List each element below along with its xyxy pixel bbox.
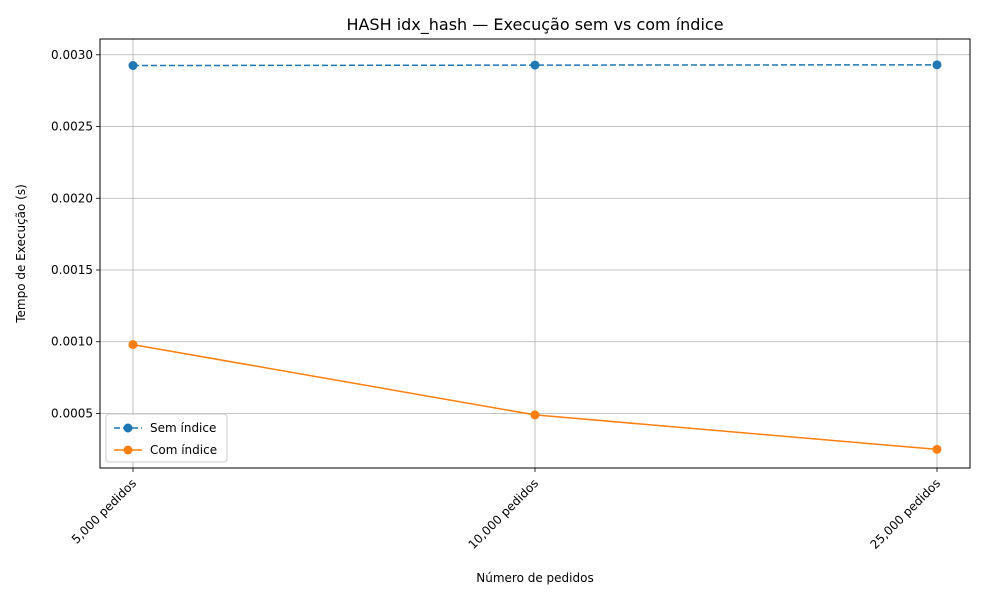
data-point <box>128 340 138 350</box>
y-axis-label: Tempo de Execução (s) <box>14 184 28 324</box>
ticks-layer: 0.0005 0.0010 0.0015 0.0020 0.0025 0.0030 5,00… <box>51 48 943 552</box>
legend-marker <box>123 445 133 455</box>
x-axis-label: Número de pedidos <box>476 571 593 585</box>
y-tick-label: 0.0010 <box>51 335 93 349</box>
data-point <box>932 60 942 70</box>
legend-label: Com índice <box>150 443 217 457</box>
y-tick-label: 0.0015 <box>51 263 93 277</box>
data-point <box>530 60 540 70</box>
data-point <box>530 410 540 420</box>
y-tick-label: 0.0020 <box>51 191 93 205</box>
data-point <box>932 444 942 454</box>
grid-layer <box>100 39 970 468</box>
y-tick-label: 0.0025 <box>51 120 93 134</box>
y-tick-label: 0.0030 <box>51 48 93 62</box>
x-tick-label: 5,000 pedidos <box>69 476 139 546</box>
chart-title: HASH idx_hash — Execução sem vs com índi… <box>346 15 723 35</box>
legend-marker <box>123 423 133 433</box>
data-point <box>128 61 138 71</box>
legend: Sem índice Com índice <box>105 413 228 463</box>
series-line-1 <box>132 64 938 67</box>
x-tick-label: 10,000 pedidos <box>465 476 541 552</box>
y-tick-label: 0.0005 <box>51 406 93 420</box>
series-layer <box>128 60 942 454</box>
legend-label: Sem índice <box>150 421 216 435</box>
x-tick-label: 25,000 pedidos <box>867 476 943 552</box>
